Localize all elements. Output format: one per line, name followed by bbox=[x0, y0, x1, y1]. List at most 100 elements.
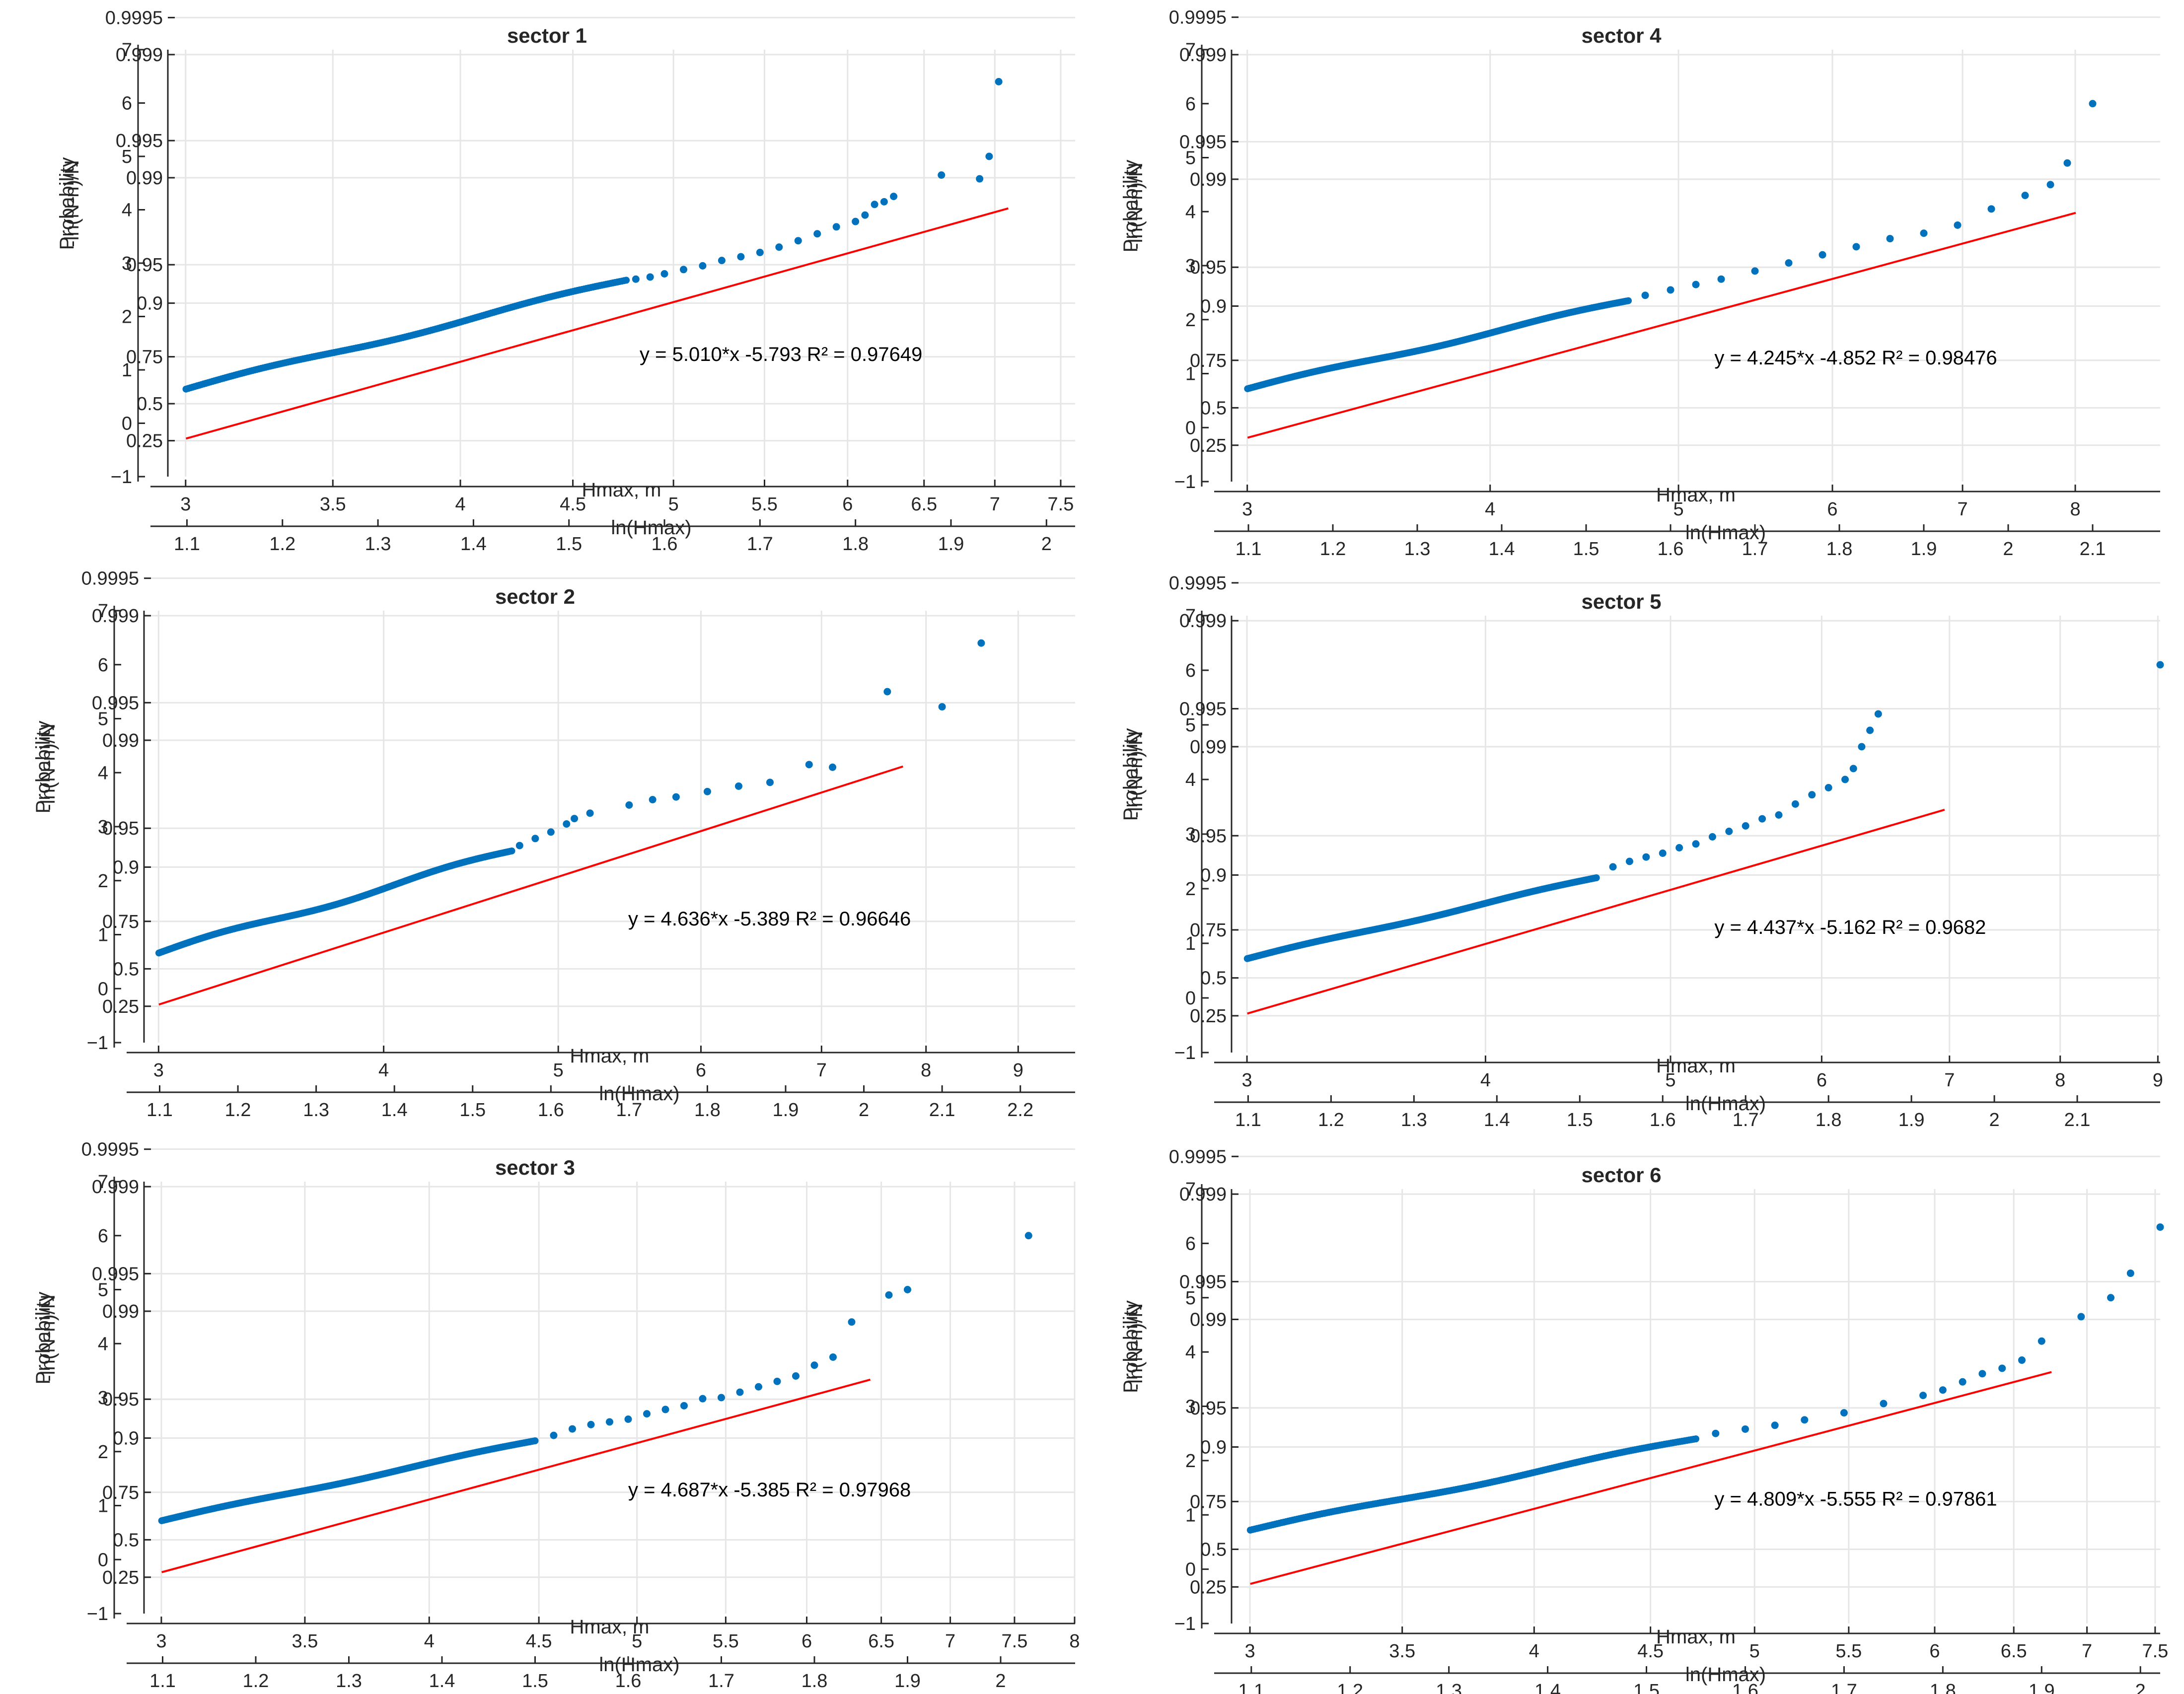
prob-tick-label: 0.995 bbox=[1179, 699, 1227, 719]
data-point bbox=[871, 201, 878, 209]
x-top-tick-label: 8 bbox=[921, 1060, 931, 1081]
x-bottom-tick-label: 1.2 bbox=[243, 1671, 269, 1692]
data-point bbox=[2021, 192, 2029, 200]
x-top-tick-label: 5.5 bbox=[751, 494, 778, 515]
left-tick-label: 2 bbox=[98, 871, 108, 892]
fit-line bbox=[161, 1378, 871, 1573]
data-point bbox=[718, 257, 726, 265]
data-point bbox=[1024, 1232, 1032, 1240]
x-bottom-tick-label: 1.8 bbox=[801, 1671, 828, 1692]
x-top-tick-label: 5 bbox=[1665, 1070, 1675, 1091]
left-tick-label: 3 bbox=[98, 817, 108, 838]
left-tick-label: 5 bbox=[98, 1280, 108, 1301]
data-point bbox=[1824, 784, 1832, 791]
prob-axis-label: Probability bbox=[32, 721, 54, 814]
left-tick-label: 5 bbox=[1185, 1288, 1196, 1309]
data-point bbox=[852, 217, 860, 225]
x-bottom-tick-label: 2.1 bbox=[929, 1100, 955, 1121]
prob-tick-label: 0.95 bbox=[102, 818, 139, 839]
data-point bbox=[586, 809, 594, 817]
left-tick-label: 6 bbox=[98, 1226, 108, 1247]
x-bottom-tick-label: 1.8 bbox=[694, 1100, 721, 1121]
x-top-tick-label: 3 bbox=[1242, 1070, 1252, 1091]
x-top-tick-label: 3 bbox=[1244, 1641, 1255, 1662]
prob-tick-label: 0.99 bbox=[102, 730, 139, 751]
data-point bbox=[1959, 1378, 1966, 1386]
data-point bbox=[1593, 874, 1600, 881]
x-bottom-axis-label: ln(Hmax) bbox=[1685, 1093, 1766, 1115]
prob-tick-label: 0.9995 bbox=[1169, 7, 1227, 28]
left-tick-label: 4 bbox=[1185, 202, 1196, 222]
x-bottom-tick-label: 1.3 bbox=[1436, 1681, 1462, 1694]
x-top-tick-label: 7.5 bbox=[1048, 494, 1074, 515]
data-point bbox=[1858, 743, 1866, 751]
prob-tick-label: 0.9995 bbox=[105, 7, 163, 28]
prob-tick-label: 0.95 bbox=[1190, 1398, 1227, 1419]
data-point bbox=[737, 253, 745, 261]
x-bottom-tick-label: 1.7 bbox=[1742, 539, 1768, 560]
x-bottom-tick-label: 1.4 bbox=[429, 1671, 455, 1692]
left-tick-label: 7 bbox=[1185, 606, 1196, 627]
x-bottom-tick-label: 1.1 bbox=[1238, 1681, 1264, 1694]
data-point bbox=[672, 793, 680, 801]
data-point bbox=[515, 842, 523, 849]
prob-tick-label: 0.995 bbox=[92, 1264, 139, 1284]
prob-tick-label: 0.99 bbox=[1190, 1309, 1227, 1330]
x-bottom-tick-label: 1.9 bbox=[894, 1671, 921, 1692]
x-bottom-axis-label: ln(Hmax) bbox=[599, 1654, 679, 1676]
left-tick-label: −1 bbox=[1174, 1043, 1196, 1063]
left-tick-label: −1 bbox=[111, 467, 132, 488]
panel-title: sector 4 bbox=[1581, 24, 1662, 47]
left-tick-label: 4 bbox=[1185, 770, 1196, 790]
left-tick-label: 2 bbox=[1185, 1451, 1196, 1472]
left-tick-label: 1 bbox=[98, 925, 108, 946]
fit-line bbox=[1247, 212, 2076, 439]
left-tick-label: 7 bbox=[1185, 40, 1196, 61]
left-tick-label: 0 bbox=[98, 1550, 108, 1570]
prob-tick-label: 0.5 bbox=[113, 959, 139, 980]
x-bottom-tick-label: 1.8 bbox=[1816, 1110, 1842, 1130]
left-tick-label: 5 bbox=[1185, 715, 1196, 736]
x-bottom-tick-label: 1.5 bbox=[1567, 1110, 1593, 1130]
prob-tick-label: 0.999 bbox=[1179, 1184, 1227, 1205]
data-point bbox=[680, 266, 688, 274]
prob-axis-label: Probability bbox=[1120, 160, 1142, 253]
x-top-tick-label: 4 bbox=[1480, 1070, 1491, 1091]
x-top-tick-label: 4.5 bbox=[1637, 1641, 1664, 1662]
prob-tick-label: 0.999 bbox=[1179, 611, 1227, 632]
fit-equation: y = 4.636*x -5.389 R² = 0.96646 bbox=[628, 908, 911, 930]
data-point bbox=[531, 835, 539, 843]
fit-equation: y = 4.245*x -4.852 R² = 0.98476 bbox=[1714, 347, 1997, 369]
data-point bbox=[1874, 710, 1882, 718]
x-top-tick-label: 5.5 bbox=[1835, 1641, 1862, 1662]
x-bottom-tick-label: 2.2 bbox=[1007, 1100, 1033, 1121]
prob-tick-label: 0.9 bbox=[113, 1428, 139, 1449]
x-bottom-tick-label: 2 bbox=[995, 1671, 1006, 1692]
prob-axis-label: Probability bbox=[32, 1292, 54, 1385]
data-point bbox=[829, 1353, 837, 1361]
x-top-tick-label: 3.5 bbox=[320, 494, 346, 515]
x-top-tick-label: 6.5 bbox=[911, 494, 937, 515]
panel-sector-3: −1 0 1 2 3 4 5 6 7 0.25 0.5 0.75 0.9 0.95 0.99 0.995 0.9… bbox=[32, 1139, 1080, 1692]
x-top-tick-label: 3 bbox=[156, 1631, 166, 1652]
prob-tick-label: 0.995 bbox=[1179, 132, 1227, 152]
x-bottom-tick-label: 1.5 bbox=[556, 534, 582, 555]
x-top-tick-label: 7 bbox=[2082, 1641, 2092, 1662]
data-point bbox=[563, 820, 571, 828]
data-point bbox=[1659, 849, 1667, 857]
data-point bbox=[623, 277, 630, 284]
x-bottom-tick-label: 1.8 bbox=[842, 534, 869, 555]
fit-equation: y = 4.809*x -5.555 R² = 0.97861 bbox=[1714, 1488, 1997, 1510]
data-point bbox=[755, 1383, 762, 1391]
prob-tick-label: 0.999 bbox=[92, 1177, 139, 1198]
x-bottom-tick-label: 1.2 bbox=[269, 534, 295, 555]
left-tick-label: 0 bbox=[98, 979, 108, 999]
data-point bbox=[2018, 1356, 2026, 1364]
data-point bbox=[792, 1372, 800, 1380]
x-top-tick-label: 6 bbox=[801, 1631, 812, 1652]
x-bottom-tick-label: 1.6 bbox=[615, 1671, 642, 1692]
prob-tick-label: 0.75 bbox=[1190, 920, 1227, 941]
data-point bbox=[976, 175, 984, 183]
fit-line bbox=[1247, 809, 1945, 1015]
left-tick-label: 2 bbox=[1185, 879, 1196, 900]
